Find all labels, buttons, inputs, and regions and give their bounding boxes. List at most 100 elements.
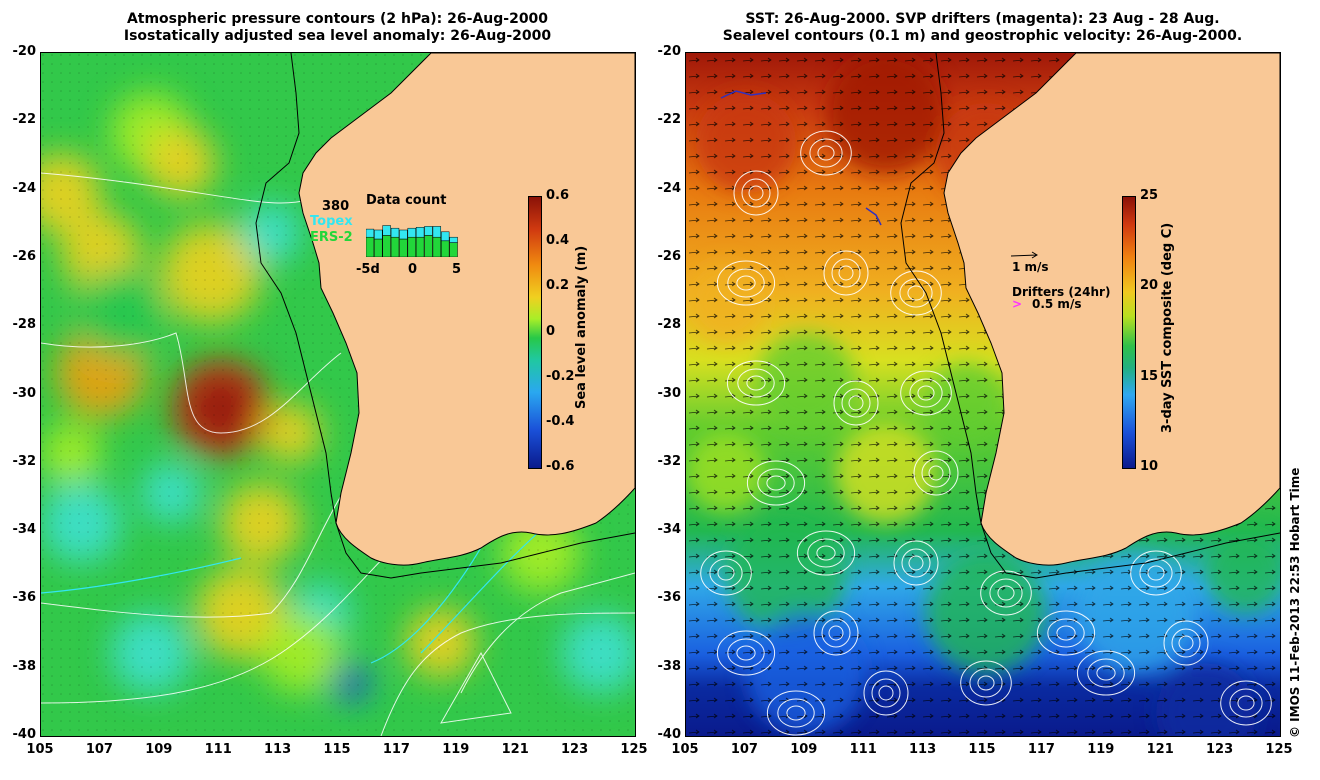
sealevel-contour	[878, 685, 894, 701]
sealevel-contour	[741, 178, 771, 208]
drifter-legend-title: Drifters (24hr)	[1012, 285, 1111, 299]
inset-bar-topex	[441, 231, 450, 242]
inset-tick-label: 0	[408, 262, 418, 277]
sealevel-contour	[969, 668, 1003, 698]
x-tick-label: 109	[790, 742, 818, 757]
inset-bar-topex	[432, 226, 442, 238]
sealevel-contour	[800, 130, 852, 176]
sealevel-contour	[813, 610, 859, 656]
sla-map-svg	[41, 53, 635, 736]
y-tick-label: -28	[657, 317, 682, 333]
sealevel-contour	[989, 578, 1023, 608]
x-tick-label: 111	[204, 742, 232, 757]
sealevel-contour	[899, 278, 933, 308]
sealevel-contour	[716, 260, 776, 306]
inset-bar-ers	[366, 236, 375, 257]
sealevel-contour	[816, 545, 836, 561]
inset-bar-ers	[441, 240, 450, 257]
inset-count: 380	[322, 199, 350, 214]
y-tick-label: -38	[657, 658, 682, 674]
x-tick-label: 121	[501, 742, 529, 757]
inset-bar-ers	[449, 242, 458, 257]
x-tick-label: 121	[1146, 742, 1174, 757]
left-title: Atmospheric pressure contours (2 hPa): 2…	[40, 11, 635, 45]
sealevel-contour	[727, 638, 765, 668]
inset-bar-topex	[424, 226, 433, 236]
y-tick-label: -40	[657, 727, 682, 742]
sealevel-contour	[746, 375, 766, 391]
inset-bar-topex	[390, 227, 400, 238]
x-tick-label: 113	[909, 742, 937, 757]
colorbar-tick-label: 0.4	[546, 233, 570, 249]
shelf-break-contour	[255, 53, 635, 579]
inset-bar-ers	[407, 236, 416, 257]
inset-ers-label: ERS-2	[310, 230, 353, 245]
sealevel-contour	[977, 675, 995, 691]
x-tick-label: 111	[849, 742, 877, 757]
y-tick-label: -40	[12, 727, 37, 742]
inset-bar-topex	[366, 228, 375, 238]
inset-bar-topex	[399, 229, 408, 240]
x-tick-label: 123	[561, 742, 589, 757]
colorbar-tick-label: 0.6	[546, 188, 570, 203]
sla-colorbar	[528, 196, 542, 469]
sealevel-contour	[1237, 695, 1255, 711]
drifter-legend-speed: 0.5 m/s	[1032, 297, 1082, 311]
sla-map	[40, 52, 636, 737]
sealevel-contour	[757, 468, 795, 498]
colorbar-tick-label: -0.6	[546, 459, 575, 474]
right-title-line1: SST: 26-Aug-2000. SVP drifters (magenta)…	[745, 11, 1220, 27]
y-tick-label: -38	[12, 658, 37, 674]
sealevel-contour	[901, 548, 931, 578]
sla-colorbar-label: Sea level anomaly (m)	[574, 245, 589, 409]
left-title-line2: Isostatically adjusted sea level anomaly…	[123, 28, 552, 44]
sealevel-contour	[838, 265, 854, 281]
sealevel-contour	[1036, 610, 1096, 656]
y-tick-label: -32	[657, 453, 682, 469]
right-title-line2: Sealevel contours (0.1 m) and geostrophi…	[722, 28, 1243, 44]
inset-tick-label: 5	[452, 262, 462, 277]
sealevel-contour	[746, 460, 806, 506]
sst-colorbar	[1122, 196, 1136, 469]
sealevel-contour	[736, 645, 756, 661]
inset-title: Data count	[366, 193, 447, 208]
y-tick-label: -34	[12, 522, 37, 538]
colorbar-tick-label: 0	[546, 323, 556, 339]
drifter-tracks	[720, 90, 882, 226]
sealevel-contour	[748, 185, 764, 201]
sealevel-contour	[700, 550, 752, 596]
x-tick-label: 119	[1087, 742, 1115, 757]
colorbar-tick-label: -0.2	[546, 368, 575, 384]
sealevel-contour	[809, 138, 843, 168]
inset-bar-ers	[382, 235, 391, 257]
shelf-break-contour-right	[900, 53, 1280, 579]
colorbar-tick-label: 20	[1140, 278, 1159, 294]
colorbar-tick-label: 15	[1140, 368, 1159, 384]
sealevel-contour	[786, 705, 806, 721]
x-tick-label: 115	[968, 742, 996, 757]
x-tick-label: 109	[145, 742, 173, 757]
sealevel-contour	[817, 145, 835, 161]
sealevel-contour	[907, 285, 925, 301]
sealevel-contour	[717, 565, 735, 581]
sst-colorbar-label: 3-day SST composite (deg C)	[1160, 222, 1175, 433]
sealevel-contour	[841, 388, 871, 418]
land-mask-right	[943, 53, 1280, 566]
x-tick-label: 107	[85, 742, 113, 757]
inset-bar-topex	[407, 227, 416, 238]
sst-map-svg	[686, 53, 1280, 736]
y-tick-label: -24	[657, 180, 682, 196]
x-tick-label: 105	[26, 742, 54, 757]
y-tick-label: -30	[657, 385, 682, 401]
colorbar-tick-label: -0.4	[546, 413, 575, 429]
sealevel-contour	[766, 475, 786, 491]
inset-bar-ers	[415, 236, 425, 257]
sealevel-contours	[700, 130, 1272, 736]
sealevel-contour	[871, 678, 901, 708]
sealevel-contour	[900, 370, 952, 416]
sealevel-contour	[777, 698, 815, 728]
sealevel-contour	[908, 555, 924, 571]
sealevel-contour	[1076, 650, 1136, 696]
sealevel-contour	[1147, 565, 1165, 581]
sealevel-contour	[1139, 558, 1173, 588]
